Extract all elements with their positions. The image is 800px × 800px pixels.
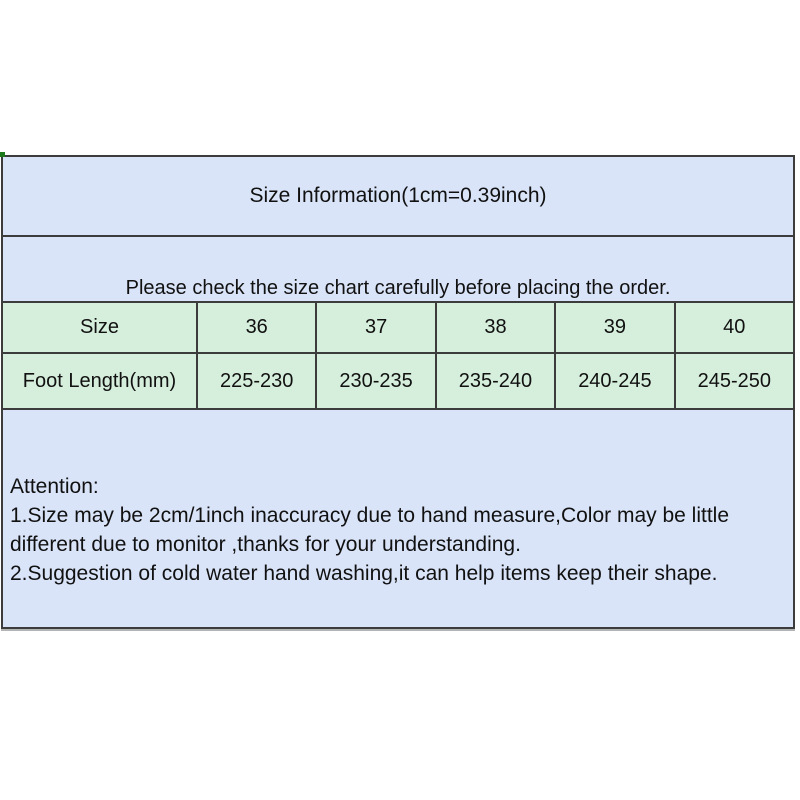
size-chart-notice-row: Please check the size chart carefully be… [3,237,793,303]
foot-length-row: Foot Length(mm) 225-230 230-235 235-240 … [3,354,793,410]
corner-artifact [0,152,5,157]
size-chart-table: Size Information(1cm=0.39inch) Please ch… [1,155,795,629]
attention-heading: Attention: [10,475,99,498]
foot-length-size-40: 245-250 [673,354,793,408]
size-chart-title-row: Size Information(1cm=0.39inch) [3,157,793,237]
attention-note-1b: different due to monitor ,thanks for you… [10,533,521,556]
attention-note-1a: 1.Size may be 2cm/1inch inaccuracy due t… [10,504,730,527]
foot-length-label: Foot Length(mm) [3,354,196,408]
foot-length-size-39: 240-245 [554,354,674,408]
size-column-39: 39 [554,303,674,352]
size-column-38: 38 [434,303,555,352]
size-row-label: Size [3,303,196,352]
size-chart-notice: Please check the size chart carefully be… [125,277,671,299]
size-column-36: 36 [196,303,316,352]
size-chart-title: Size Information(1cm=0.39inch) [249,184,547,207]
size-column-37: 37 [315,303,435,352]
attention-note-2: 2.Suggestion of cold water hand washing,… [10,562,718,585]
foot-length-size-38: 235-240 [434,354,555,408]
size-column-40: 40 [673,303,793,352]
attention-section: Attention: 1.Size may be 2cm/1inch inacc… [3,410,793,623]
foot-length-size-37: 230-235 [315,354,435,408]
size-header-row: Size 36 37 38 39 40 [3,303,793,354]
foot-length-size-36: 225-230 [196,354,316,408]
